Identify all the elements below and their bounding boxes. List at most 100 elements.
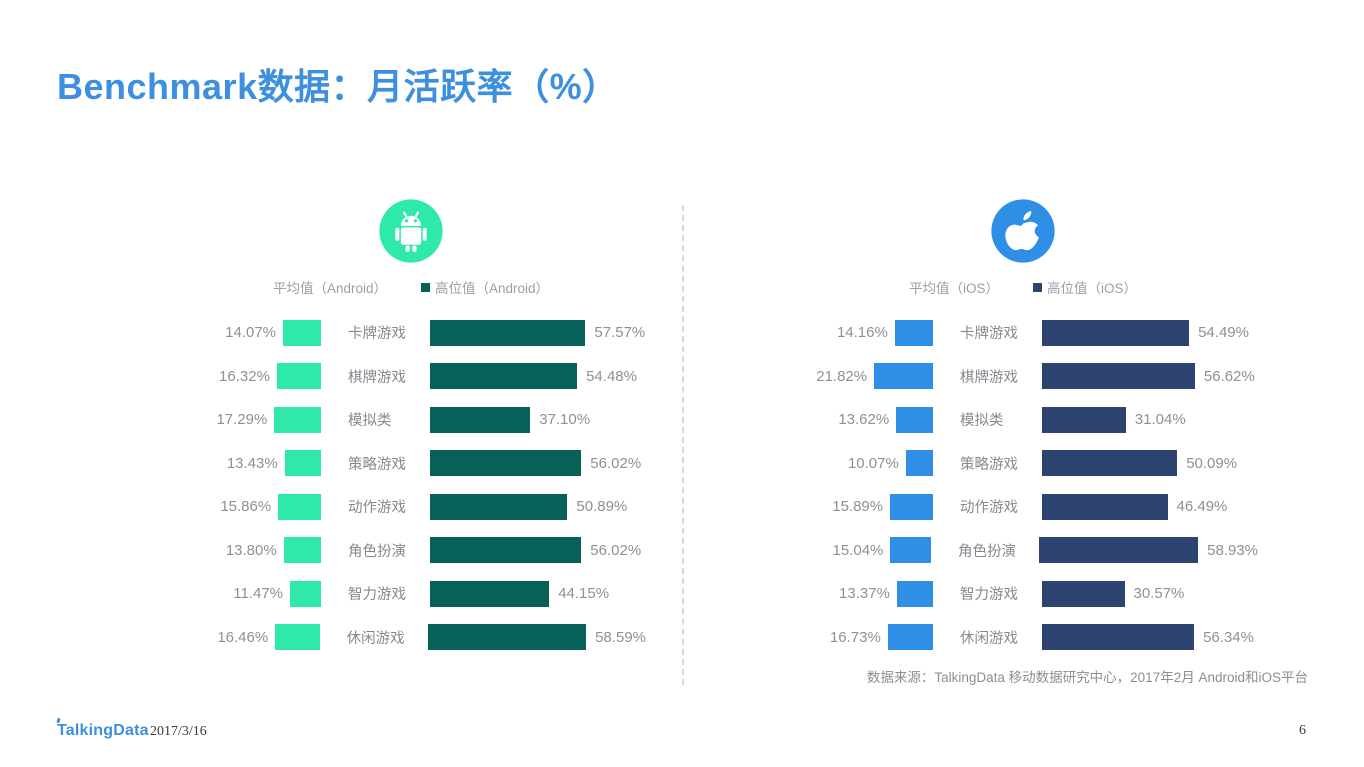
high-bar-group: 37.10% [430, 406, 591, 433]
high-bar-group: 50.09% [1042, 450, 1238, 477]
average-value-label: 15.86% [220, 498, 272, 516]
average-value-label: 15.89% [832, 498, 884, 516]
average-value-label: 17.29% [216, 411, 268, 429]
bar-row: 11.47% 智力游戏 44.15% [176, 572, 646, 616]
average-value-label: 16.32% [219, 367, 270, 385]
average-bar [890, 537, 931, 564]
average-bar-group: 13.62% [788, 406, 933, 433]
high-value-label: 46.49% [1176, 498, 1228, 516]
bar-row: 13.62% 模拟类 31.04% [788, 398, 1258, 442]
high-bar [1042, 450, 1178, 477]
average-bar [283, 537, 321, 564]
talkingdata-logo: TalkingData [56, 717, 149, 740]
category-label: 模拟类 [348, 413, 392, 430]
average-bar-group: 10.07% [788, 450, 933, 477]
average-bar-group: 15.86% [176, 493, 321, 520]
average-bar-group: 16.46% [176, 624, 320, 651]
high-bar [1042, 493, 1168, 520]
high-bar-group: 58.93% [1039, 537, 1258, 564]
category-label: 角色扮演 [348, 543, 406, 560]
high-bar-group: 50.89% [430, 493, 627, 520]
category-label: 棋牌游戏 [348, 369, 406, 386]
average-value-label: 14.16% [836, 324, 888, 342]
high-bar [430, 319, 586, 346]
average-bar-group: 13.80% [176, 537, 321, 564]
ios-legend: 平均值（iOS） 高位值（iOS） [788, 278, 1258, 296]
average-bar [284, 450, 321, 477]
high-value-label: 30.57% [1133, 585, 1185, 603]
ios-chart: 平均值（iOS） 高位值（iOS） 14.16% 卡牌游戏 54.49% 21.82%… [788, 198, 1258, 659]
category-label: 卡牌游戏 [348, 326, 406, 343]
legend-label-high: 高位值（Android） [435, 281, 550, 296]
high-value-label: 56.34% [1203, 628, 1254, 646]
legend-label-average: 平均值（Android） [272, 281, 387, 296]
high-bar [1042, 580, 1125, 607]
high-bar [1039, 537, 1199, 564]
bar-row: 10.07% 策略游戏 50.09% [788, 442, 1258, 486]
average-value-label: 13.43% [226, 454, 278, 472]
category-label: 模拟类 [960, 413, 1004, 430]
high-bar-group: 58.59% [427, 624, 646, 651]
high-value-label: 56.62% [1203, 367, 1255, 385]
average-bar-group: 14.07% [176, 319, 321, 346]
average-bar-group: 16.73% [788, 624, 933, 651]
legend-label-average: 平均值（iOS） [908, 281, 999, 296]
average-value-label: 13.37% [839, 585, 890, 603]
high-bar [430, 406, 531, 433]
android-legend: 平均值（Android） 高位值（Android） [176, 278, 646, 296]
high-value-label: 58.59% [595, 628, 646, 646]
bar-row: 13.80% 角色扮演 56.02% [176, 529, 646, 573]
high-bar [1042, 624, 1195, 651]
average-bar [278, 493, 321, 520]
legend-label-high: 高位值（iOS） [1047, 281, 1138, 296]
high-bar [1042, 363, 1195, 390]
average-bar [890, 493, 933, 520]
category-label: 休闲游戏 [960, 630, 1018, 647]
high-value-label: 57.57% [594, 324, 646, 342]
average-bar [896, 406, 933, 433]
high-bar [430, 580, 550, 607]
legend-item-high: 高位值（Android） [421, 277, 549, 297]
high-value-label: 37.10% [539, 411, 591, 429]
high-bar [430, 537, 582, 564]
bar-row: 13.37% 智力游戏 30.57% [788, 572, 1258, 616]
high-value-label: 58.93% [1207, 541, 1258, 559]
average-value-label: 16.46% [217, 628, 269, 646]
average-bar [874, 363, 933, 390]
category-label: 动作游戏 [960, 500, 1018, 517]
high-value-label: 56.02% [590, 454, 642, 472]
high-bar-group: 56.34% [1042, 624, 1254, 651]
average-bar [905, 450, 933, 477]
bar-row: 15.89% 动作游戏 46.49% [788, 485, 1258, 529]
average-value-label: 16.73% [829, 628, 881, 646]
high-bar-group: 54.48% [430, 363, 637, 390]
average-bar [283, 319, 321, 346]
average-bar-group: 15.89% [788, 493, 933, 520]
high-bar [1042, 406, 1126, 433]
average-bar [894, 319, 933, 346]
page-number: 6 [1299, 723, 1306, 738]
average-bar [275, 624, 320, 651]
bar-row: 13.43% 策略游戏 56.02% [176, 442, 646, 486]
high-bar-group: 31.04% [1042, 406, 1186, 433]
category-label: 棋牌游戏 [960, 369, 1018, 386]
high-bar [1042, 319, 1190, 346]
high-value-label: 44.15% [558, 585, 610, 603]
category-label: 策略游戏 [348, 456, 406, 473]
average-bar-group: 15.04% [788, 537, 931, 564]
average-value-label: 13.62% [838, 411, 890, 429]
average-bar-group: 13.37% [788, 580, 933, 607]
chart-divider-dashed-line [682, 205, 684, 685]
high-bar [430, 450, 582, 477]
average-bar [274, 406, 321, 433]
ios-bar-rows: 14.16% 卡牌游戏 54.49% 21.82% 棋牌游戏 56.62% 13.62% 模拟… [788, 311, 1258, 659]
high-value-label: 50.09% [1186, 454, 1238, 472]
high-value-label: 54.48% [586, 367, 637, 385]
category-label: 卡牌游戏 [960, 326, 1018, 343]
average-bar-group: 16.32% [176, 363, 321, 390]
average-value-label: 10.07% [847, 454, 899, 472]
legend-swatch-high [421, 282, 430, 292]
android-bar-rows: 14.07% 卡牌游戏 57.57% 16.32% 棋牌游戏 54.48% 17.29% 模拟… [176, 311, 646, 659]
high-bar [430, 493, 568, 520]
data-source-note: 数据来源：TalkingData 移动数据研究中心，2017年2月 Androi… [866, 670, 1308, 685]
